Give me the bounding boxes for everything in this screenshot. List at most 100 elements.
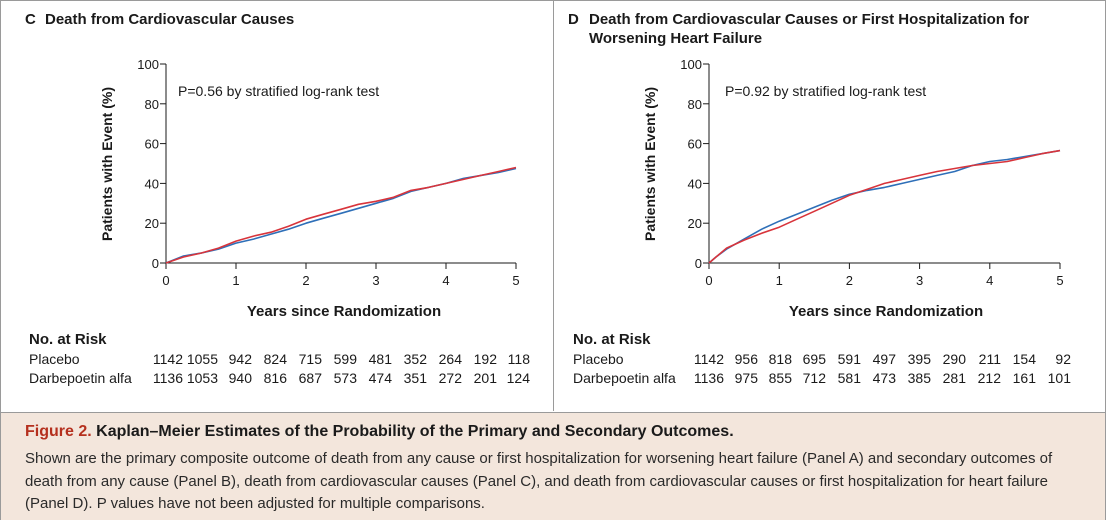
risk-row-label: Placebo: [29, 351, 80, 367]
risk-row-label: Placebo: [573, 351, 624, 367]
risk-value: 211: [978, 351, 1001, 367]
x-tick-label: 0: [162, 273, 169, 288]
risk-row-label: Darbepoetin alfa: [573, 370, 676, 386]
panel-c-letter: C: [25, 11, 36, 28]
risk-value: 272: [438, 370, 462, 386]
y-tick-label: 100: [680, 57, 702, 72]
panel-d-title-line-2: Worsening Heart Failure: [589, 30, 762, 47]
panel-d-title-line-1: Death from Cardiovascular Causes or Firs…: [589, 11, 1029, 28]
risk-value: 481: [368, 351, 392, 367]
x-tick-label: 1: [776, 273, 783, 288]
panel-c-pvalue: P=0.56 by stratified log-rank test: [178, 83, 379, 99]
y-tick-label: 40: [688, 176, 702, 191]
x-tick-label: 0: [705, 273, 712, 288]
risk-value: 1136: [693, 370, 724, 386]
panel-d-series-placebo-line: [708, 149, 1061, 264]
risk-value: 855: [768, 370, 792, 386]
risk-value: 695: [802, 351, 826, 367]
y-tick-label: 20: [688, 216, 702, 231]
y-tick-label: 80: [145, 97, 159, 112]
risk-value: 1053: [186, 370, 218, 386]
panel-d: D Death from Cardiovascular Causes or Fi…: [553, 1, 1106, 411]
risk-row-darbepoetin: Darbepoetin alfa 1136 1053 940 816 687 5…: [29, 370, 539, 388]
risk-value: 395: [907, 351, 931, 367]
risk-value: 975: [734, 370, 758, 386]
x-tick-label: 4: [442, 273, 449, 288]
y-tick-label: 80: [688, 97, 702, 112]
panel-c-x-axis-label: Years since Randomization: [247, 303, 441, 320]
x-tick-label: 1: [232, 273, 239, 288]
risk-value: 712: [802, 370, 826, 386]
x-tick-label: 2: [846, 273, 853, 288]
caption-title: Figure 2. Kaplan–Meier Estimates of the …: [25, 423, 734, 441]
panel-c-risk-table: No. at Risk Placebo 1142 1055 942 824 71…: [29, 331, 539, 391]
risk-value: 290: [942, 351, 966, 367]
panel-c-title: Death from Cardiovascular Causes: [45, 11, 294, 28]
risk-value: 118: [507, 351, 530, 367]
risk-value: 599: [333, 351, 357, 367]
x-tick-label: 3: [372, 273, 379, 288]
risk-value: 352: [403, 351, 427, 367]
risk-value: 92: [1055, 351, 1071, 367]
risk-row-placebo: Placebo 1142 956 818 695 591 497 395 290…: [573, 351, 1088, 369]
risk-value: 192: [473, 351, 497, 367]
x-tick-label: 3: [916, 273, 923, 288]
risk-value: 154: [1012, 351, 1036, 367]
y-tick-label: 100: [137, 57, 159, 72]
risk-value: 940: [228, 370, 252, 386]
panel-d-plot: 0 20 40 60 80 100 0 1 2 3 4 5: [680, 57, 1063, 288]
risk-value: 687: [298, 370, 322, 386]
risk-value: 351: [403, 370, 427, 386]
caption-body: Shown are the primary composite outcome …: [25, 450, 1053, 512]
y-tick-label: 20: [145, 216, 159, 231]
risk-value: 1142: [693, 351, 724, 367]
panel-d-pvalue: P=0.92 by stratified log-rank test: [725, 83, 926, 99]
panel-c-series-darbepoetin-line: [165, 166, 517, 264]
risk-value: 474: [368, 370, 392, 386]
risk-value: 1136: [152, 370, 183, 386]
risk-value: 942: [228, 351, 252, 367]
caption-figure-label: Figure 2.: [25, 423, 92, 440]
risk-value: 497: [872, 351, 896, 367]
risk-value: 201: [473, 370, 497, 386]
panel-c-y-axis-label: Patients with Event (%): [99, 87, 115, 241]
y-tick-label: 0: [152, 256, 159, 271]
caption-title-text: Kaplan–Meier Estimates of the Probabilit…: [96, 423, 734, 440]
y-tick-label: 40: [145, 176, 159, 191]
risk-value: 573: [333, 370, 357, 386]
risk-value: 715: [298, 351, 322, 367]
risk-table-header: No. at Risk: [573, 331, 651, 348]
risk-value: 124: [506, 370, 530, 386]
risk-value: 212: [977, 370, 1001, 386]
risk-value: 281: [942, 370, 966, 386]
risk-value: 581: [837, 370, 861, 386]
risk-row-placebo: Placebo 1142 1055 942 824 715 599 481 35…: [29, 351, 539, 369]
panel-c-chart: C Death from Cardiovascular Causes 02040…: [25, 11, 520, 320]
x-tick-label: 5: [1056, 273, 1063, 288]
risk-value: 591: [837, 351, 861, 367]
y-tick-label: 60: [145, 137, 159, 152]
risk-value: 473: [872, 370, 896, 386]
risk-value: 101: [1047, 370, 1071, 386]
x-tick-label: 4: [986, 273, 993, 288]
y-tick-label: 60: [688, 137, 702, 152]
y-tick-label: 0: [695, 256, 702, 271]
risk-value: 385: [907, 370, 931, 386]
panel-d-x-axis-label: Years since Randomization: [789, 303, 983, 320]
risk-value: 818: [768, 351, 792, 367]
panel-c-plot: 0 20 40 60 80 100 0 1 2 3 4 5: [137, 57, 519, 288]
panel-d-risk-table: No. at Risk Placebo 1142 956 818 695 591…: [573, 331, 1088, 391]
risk-table-header: No. at Risk: [29, 331, 107, 348]
panel-c: C Death from Cardiovascular Causes 0 20 40…: [1, 1, 552, 411]
risk-row-label: Darbepoetin alfa: [29, 370, 132, 386]
panel-d-y-axis-label: Patients with Event (%): [642, 87, 658, 241]
risk-value: 824: [263, 351, 287, 367]
figure-caption: Figure 2. Kaplan–Meier Estimates of the …: [1, 412, 1105, 520]
risk-value: 161: [1012, 370, 1036, 386]
x-tick-label: 5: [512, 273, 519, 288]
risk-value: 956: [734, 351, 758, 367]
x-tick-label: 2: [302, 273, 309, 288]
risk-value: 1142: [152, 351, 183, 367]
risk-value: 816: [263, 370, 287, 386]
